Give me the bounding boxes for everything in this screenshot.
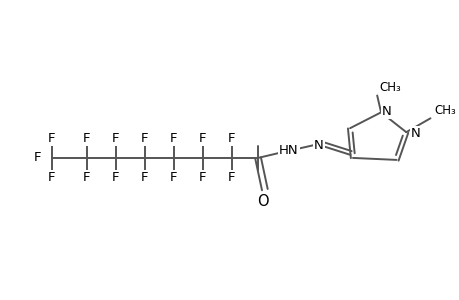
Text: N: N [313,139,323,152]
Text: F: F [48,171,56,184]
Text: F: F [228,171,235,184]
Text: F: F [140,171,148,184]
Text: CH₃: CH₃ [378,81,400,94]
Text: N: N [381,105,391,118]
Text: F: F [112,171,119,184]
Text: O: O [257,194,268,209]
Text: F: F [48,132,56,145]
Text: F: F [170,132,177,145]
Text: N: N [410,127,420,140]
Text: F: F [140,132,148,145]
Text: CH₃: CH₃ [433,104,455,117]
Text: HN: HN [279,143,298,157]
Text: F: F [34,152,41,164]
Text: F: F [83,171,90,184]
Text: F: F [199,171,206,184]
Text: F: F [228,132,235,145]
Text: F: F [199,132,206,145]
Text: F: F [170,171,177,184]
Text: F: F [112,132,119,145]
Text: F: F [83,132,90,145]
